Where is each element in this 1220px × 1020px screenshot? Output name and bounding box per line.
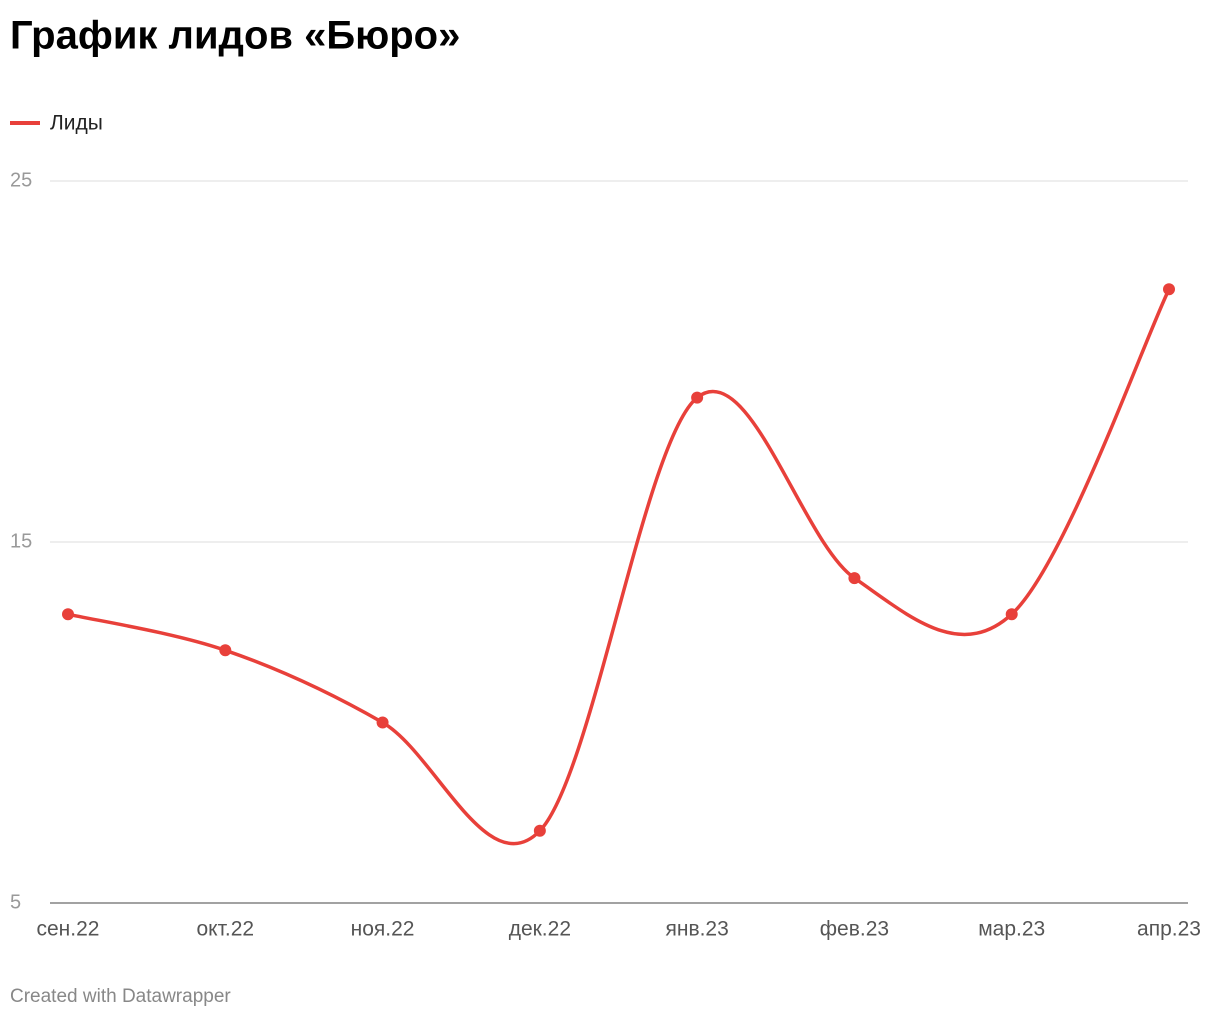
y-tick-label: 15: [10, 530, 32, 552]
x-tick-label: фев.23: [820, 918, 889, 941]
x-tick-label: сен.22: [37, 918, 100, 941]
point: [376, 716, 389, 729]
y-tick-label: 25: [10, 169, 32, 191]
point: [848, 572, 861, 585]
footer: Created with Datawrapper: [10, 986, 231, 1007]
point: [1163, 283, 1175, 296]
line: [67, 288, 1171, 846]
x-tick-label: янв.23: [665, 918, 728, 941]
point: [691, 391, 704, 404]
legend-label: Лиды: [50, 112, 103, 135]
x-tick-label: дек.22: [509, 918, 571, 941]
point: [62, 608, 74, 621]
point: [533, 824, 546, 837]
point: [1005, 608, 1018, 621]
x-tick-label: апр.23: [1137, 918, 1201, 941]
point: [219, 644, 232, 657]
y-tick-label: 5: [10, 891, 21, 913]
x-tick-label: мар.23: [978, 918, 1045, 941]
chart-title: График лидов «Бюро»: [10, 14, 460, 58]
x-tick-label: ноя.22: [351, 918, 415, 941]
x-tick-label: окт.22: [196, 918, 254, 941]
